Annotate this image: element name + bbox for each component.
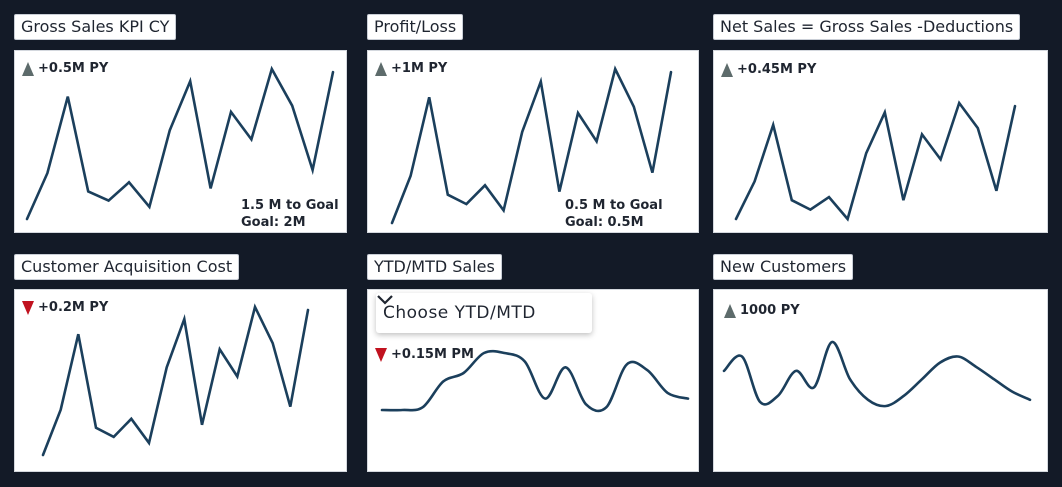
- sparkline: [25, 65, 335, 221]
- smooth-line-chart: [380, 349, 690, 413]
- goal-text: 0.5 M to Goal Goal: 0.5M: [565, 197, 663, 231]
- down-arrow-icon: [22, 300, 34, 315]
- goal-target: Goal: 2M: [241, 215, 306, 230]
- tile-title-gross-sales: Gross Sales KPI CY: [14, 14, 177, 40]
- kpi-indicator: +0.45M PY: [721, 62, 816, 77]
- kpi-text: +0.15M PM: [391, 347, 474, 362]
- goal-target: Goal: 0.5M: [565, 215, 644, 230]
- kpi-text: 1000 PY: [740, 303, 800, 318]
- sparkline-chart: [390, 65, 673, 225]
- goal-remaining: 1.5 M to Goal: [241, 198, 339, 213]
- kpi-indicator: +0.15M PM: [375, 347, 474, 362]
- goal-remaining: 0.5 M to Goal: [565, 198, 663, 213]
- tile-title-new-customers: New Customers: [713, 254, 854, 280]
- kpi-text: +1M PY: [391, 61, 448, 76]
- card-gross-sales[interactable]: +0.5M PY 1.5 M to Goal Goal: 2M: [14, 50, 347, 233]
- sparkline-chart: [41, 303, 310, 457]
- up-arrow-icon: [724, 303, 736, 318]
- card-customer-acquisition-cost[interactable]: +0.2M PY: [14, 289, 347, 472]
- sparkline-chart: [734, 100, 1017, 222]
- kpi-indicator: +0.2M PY: [22, 300, 108, 315]
- smooth-line: [722, 340, 1032, 408]
- tile-title-net-sales: Net Sales = Gross Sales -Deductions: [713, 14, 1021, 40]
- card-net-sales[interactable]: +0.45M PY: [713, 50, 1048, 233]
- up-arrow-icon: [375, 61, 387, 76]
- sparkline-chart: [25, 65, 335, 221]
- kpi-text: +0.2M PY: [38, 300, 109, 315]
- down-arrow-icon: [375, 347, 387, 362]
- up-arrow-icon: [22, 61, 34, 76]
- card-profit-loss[interactable]: +1M PY 0.5 M to Goal Goal: 0.5M: [367, 50, 699, 233]
- tile-title-customer-acquisition-cost: Customer Acquisition Cost: [14, 254, 240, 280]
- sparkline: [41, 303, 310, 457]
- kpi-indicator: 1000 PY: [724, 303, 800, 318]
- card-ytd-mtd-sales[interactable]: Choose YTD/MTD +0.15M PM: [367, 289, 699, 472]
- goal-text: 1.5 M to Goal Goal: 2M: [241, 197, 339, 231]
- up-arrow-icon: [721, 62, 733, 77]
- sparkline: [734, 100, 1017, 222]
- kpi-indicator: +1M PY: [375, 61, 447, 76]
- smooth-line: [380, 349, 690, 413]
- ytd-mtd-dropdown[interactable]: Choose YTD/MTD: [376, 293, 592, 333]
- smooth-line-chart: [722, 340, 1032, 408]
- dropdown-label: Choose YTD/MTD: [383, 303, 536, 323]
- tile-title-ytd-mtd-sales: YTD/MTD Sales: [367, 254, 502, 280]
- kpi-text: +0.5M PY: [38, 61, 109, 76]
- kpi-indicator: +0.5M PY: [22, 61, 108, 76]
- tile-title-profit-loss: Profit/Loss: [367, 14, 464, 40]
- sparkline: [390, 65, 673, 225]
- card-new-customers[interactable]: 1000 PY: [713, 289, 1048, 472]
- kpi-text: +0.45M PY: [737, 62, 817, 77]
